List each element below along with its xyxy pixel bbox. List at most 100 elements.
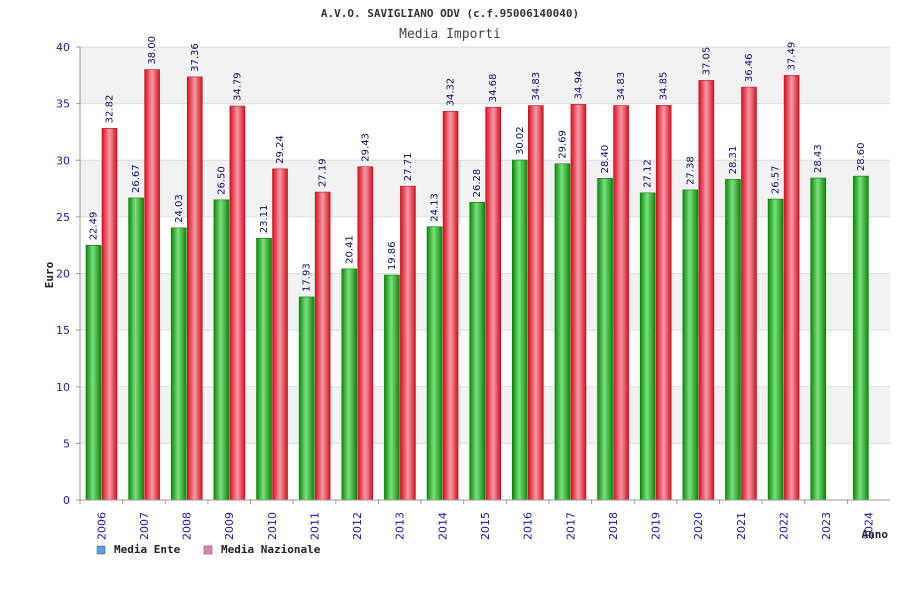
value-label: 29.24 bbox=[275, 135, 286, 164]
chart-subtitle: Media Importi bbox=[399, 27, 501, 42]
value-label: 27.12 bbox=[643, 159, 654, 188]
x-tick-label: 2024 bbox=[863, 512, 876, 540]
x-axis-label: Anno bbox=[862, 528, 889, 541]
bar-ente-2014 bbox=[426, 226, 443, 501]
bar-nazionale-2012 bbox=[357, 166, 374, 501]
value-label: 20.41 bbox=[344, 235, 355, 264]
value-label: 37.05 bbox=[701, 47, 712, 76]
value-label: 27.19 bbox=[318, 158, 329, 187]
legend-label-media-nazionale: Media Nazionale bbox=[221, 543, 321, 556]
x-tick-label: 2016 bbox=[522, 512, 535, 540]
x-tick-label: 2011 bbox=[308, 512, 321, 540]
bar-nazionale-2016 bbox=[528, 105, 544, 501]
value-label: 17.93 bbox=[302, 263, 313, 292]
bar-nazionale-2019 bbox=[655, 105, 672, 501]
value-label: 24.13 bbox=[430, 193, 441, 222]
bar-ente-2008 bbox=[170, 227, 187, 501]
legend-swatch-media-ente bbox=[96, 545, 106, 555]
y-tick-label: 35 bbox=[56, 98, 70, 111]
x-tick-label: 2008 bbox=[181, 512, 194, 540]
value-label: 34.94 bbox=[573, 71, 584, 100]
value-label: 34.83 bbox=[531, 72, 542, 101]
bar-nazionale-2011 bbox=[314, 191, 331, 501]
value-label: 34.32 bbox=[446, 78, 457, 107]
y-tick-label: 10 bbox=[56, 381, 70, 394]
value-label: 29.43 bbox=[360, 133, 371, 162]
value-label: 34.83 bbox=[616, 72, 627, 101]
x-tick-label: 2006 bbox=[95, 512, 108, 540]
value-label: 37.49 bbox=[787, 42, 798, 71]
x-tick-label: 2020 bbox=[692, 512, 705, 540]
value-label: 27.38 bbox=[685, 156, 696, 185]
y-tick-label: 25 bbox=[56, 211, 70, 224]
value-label: 19.86 bbox=[387, 241, 398, 270]
bar-nazionale-2015 bbox=[485, 106, 501, 501]
bar-nazionale-2010 bbox=[272, 168, 288, 501]
value-label: 27.71 bbox=[403, 153, 414, 182]
value-label: 23.11 bbox=[259, 205, 270, 234]
y-tick-label: 40 bbox=[56, 41, 70, 54]
y-axis-label: Euro bbox=[43, 261, 56, 288]
legend: Media Ente Media Nazionale bbox=[96, 543, 321, 556]
x-tick-label: 2015 bbox=[479, 512, 492, 540]
value-label: 38.00 bbox=[147, 36, 158, 65]
x-tick-label: 2012 bbox=[351, 512, 364, 540]
value-label: 34.85 bbox=[659, 72, 670, 101]
bar-ente-2009 bbox=[213, 199, 230, 501]
y-tick-label: 30 bbox=[56, 154, 70, 167]
bar-nazionale-2006 bbox=[101, 128, 118, 501]
bar-nazionale-2017 bbox=[570, 104, 587, 501]
x-tick-label: 2009 bbox=[223, 512, 236, 540]
y-tick-label: 20 bbox=[56, 268, 70, 281]
y-tick-label: 15 bbox=[56, 324, 70, 337]
bar-ente-2013 bbox=[384, 274, 400, 501]
chart-title: A.V.O. SAVIGLIANO ODV (c.f.95006140040) bbox=[321, 7, 579, 20]
bar-nazionale-2008 bbox=[186, 76, 203, 501]
value-label: 26.50 bbox=[216, 166, 227, 195]
bar-ente-2006 bbox=[85, 245, 102, 501]
x-tick-label: 2007 bbox=[138, 512, 151, 540]
bar-ente-2024 bbox=[853, 175, 869, 501]
value-label: 22.49 bbox=[89, 212, 100, 241]
value-label: 24.03 bbox=[174, 194, 185, 223]
bar-nazionale-2013 bbox=[400, 185, 416, 501]
value-label: 26.57 bbox=[771, 165, 782, 194]
value-label: 30.02 bbox=[515, 126, 526, 155]
value-label: 32.82 bbox=[105, 95, 116, 124]
x-tick-label: 2018 bbox=[607, 512, 620, 540]
bar-ente-2010 bbox=[256, 237, 272, 501]
bar-ente-2019 bbox=[639, 192, 656, 501]
x-tick-label: 2013 bbox=[394, 512, 407, 540]
bar-ente-2023 bbox=[810, 177, 827, 501]
bar-ente-2007 bbox=[128, 197, 144, 501]
bar-nazionale-2018 bbox=[613, 105, 629, 501]
value-label: 37.36 bbox=[190, 43, 201, 72]
value-label: 26.28 bbox=[472, 169, 483, 198]
x-tick-label: 2010 bbox=[266, 512, 279, 540]
x-axis-ticks: 2006 2007 2008 2009 2010 2011 2012 2013 2014 2015… bbox=[79, 500, 876, 540]
bar-ente-2012 bbox=[341, 268, 358, 501]
bar-nazionale-2021 bbox=[741, 86, 757, 501]
x-tick-label: 2014 bbox=[436, 512, 449, 540]
value-label: 28.31 bbox=[728, 146, 739, 175]
x-tick-label: 2017 bbox=[564, 512, 577, 540]
x-tick-label: 2022 bbox=[777, 512, 790, 540]
x-tick-label: 2019 bbox=[650, 512, 663, 540]
bar-nazionale-2014 bbox=[442, 111, 459, 501]
x-tick-label: 2023 bbox=[820, 512, 833, 540]
bar-ente-2020 bbox=[682, 189, 699, 501]
value-labels: 22.49 32.82 26.67 38.00 24.03 37.36 26.50 34.79… bbox=[89, 36, 867, 292]
bar-nazionale-2007 bbox=[144, 69, 160, 501]
legend-swatch-media-nazionale bbox=[203, 545, 213, 555]
x-tick-label: 2021 bbox=[735, 512, 748, 540]
value-label: 26.67 bbox=[131, 164, 142, 193]
bar-nazionale-2020 bbox=[698, 80, 715, 501]
bar-nazionale-2009 bbox=[229, 105, 246, 501]
value-label: 29.69 bbox=[557, 130, 568, 159]
bar-ente-2022 bbox=[767, 198, 784, 501]
y-tick-label: 5 bbox=[63, 437, 70, 450]
value-label: 28.40 bbox=[600, 145, 611, 174]
y-tick-label: 0 bbox=[63, 494, 70, 507]
value-label: 28.43 bbox=[813, 144, 824, 173]
